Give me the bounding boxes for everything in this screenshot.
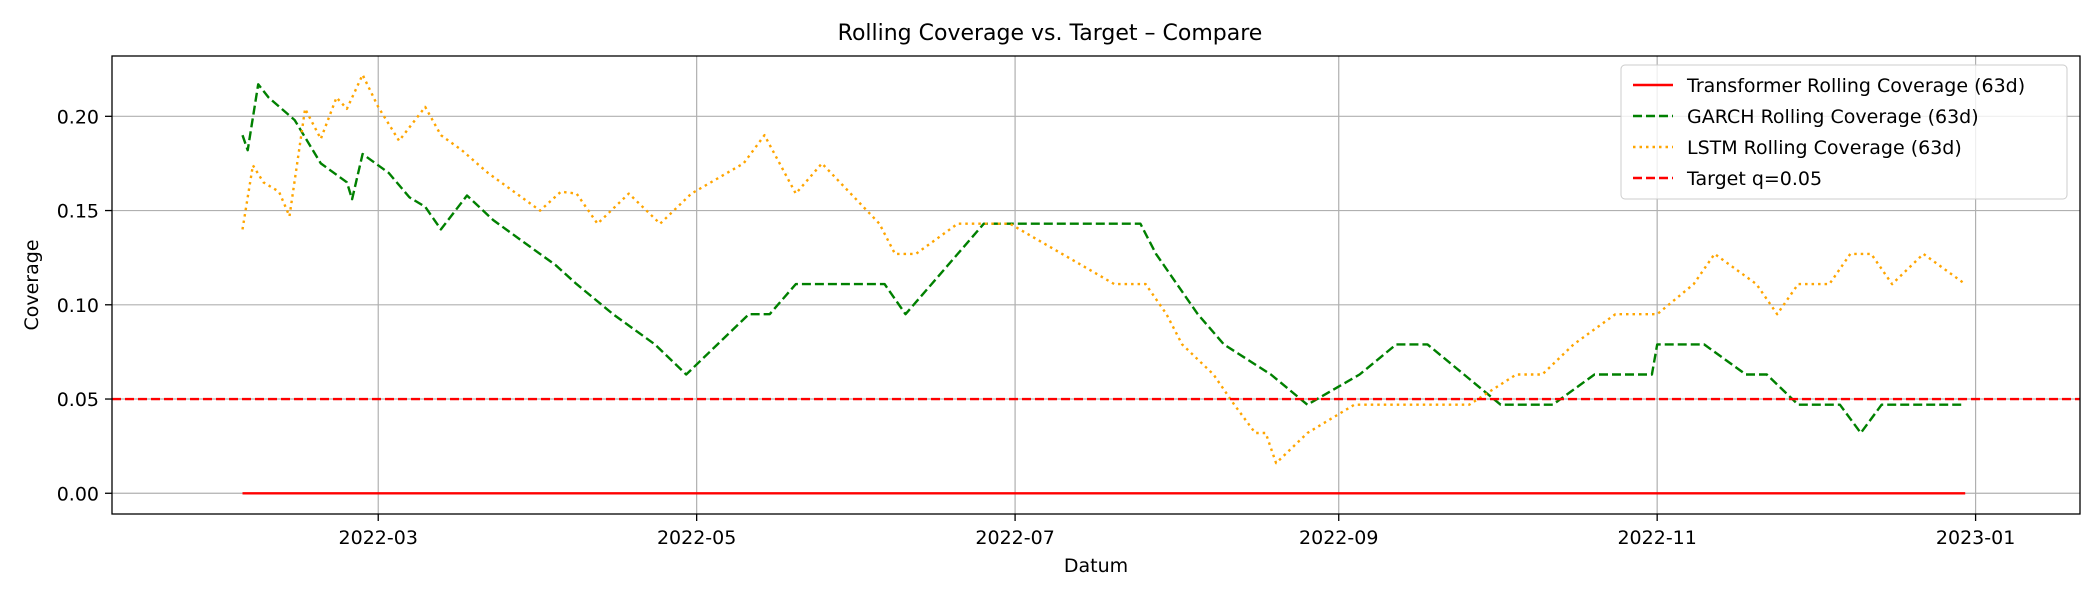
x-tick-label: 2022-03 [339, 527, 418, 549]
legend-label: GARCH Rolling Coverage (63d) [1687, 106, 1979, 128]
x-tick-label: 2022-09 [1299, 527, 1378, 549]
lstm-series-line [241, 73, 1966, 465]
plot-frame [111, 55, 2081, 515]
x-tick-label: 2022-07 [975, 527, 1054, 549]
y-tick-label: 0.20 [57, 106, 99, 128]
y-axis-ticks: 0.00 0.05 0.10 0.15 0.20 [57, 106, 112, 505]
x-tick-label: 2022-05 [657, 527, 736, 549]
chart-title: Rolling Coverage vs. Target – Compare [838, 21, 1263, 46]
series-lines [112, 73, 2080, 495]
legend-box [1620, 64, 2068, 200]
legend-label: Target q=0.05 [1686, 168, 1822, 190]
x-tick-label: 2023-01 [1936, 527, 2015, 549]
x-tick-label: 2022-11 [1617, 527, 1696, 549]
x-axis-label: Datum [1064, 555, 1128, 577]
y-axis-label: Coverage [21, 239, 43, 330]
y-tick-label: 0.05 [57, 389, 99, 411]
legend-label: Transformer Rolling Coverage (63d) [1686, 75, 2025, 97]
legend-label: LSTM Rolling Coverage (63d) [1687, 137, 1962, 159]
y-tick-label: 0.15 [57, 201, 99, 223]
x-axis-ticks: 2022-03 2022-05 2022-07 2022-09 2022-11 2023-… [339, 514, 2015, 549]
garch-series-line [241, 83, 1966, 435]
y-tick-label: 0.10 [57, 295, 99, 317]
y-tick-label: 0.00 [57, 483, 99, 505]
legend: Transformer Rolling Coverage (63d) GARCH … [1620, 64, 2068, 200]
